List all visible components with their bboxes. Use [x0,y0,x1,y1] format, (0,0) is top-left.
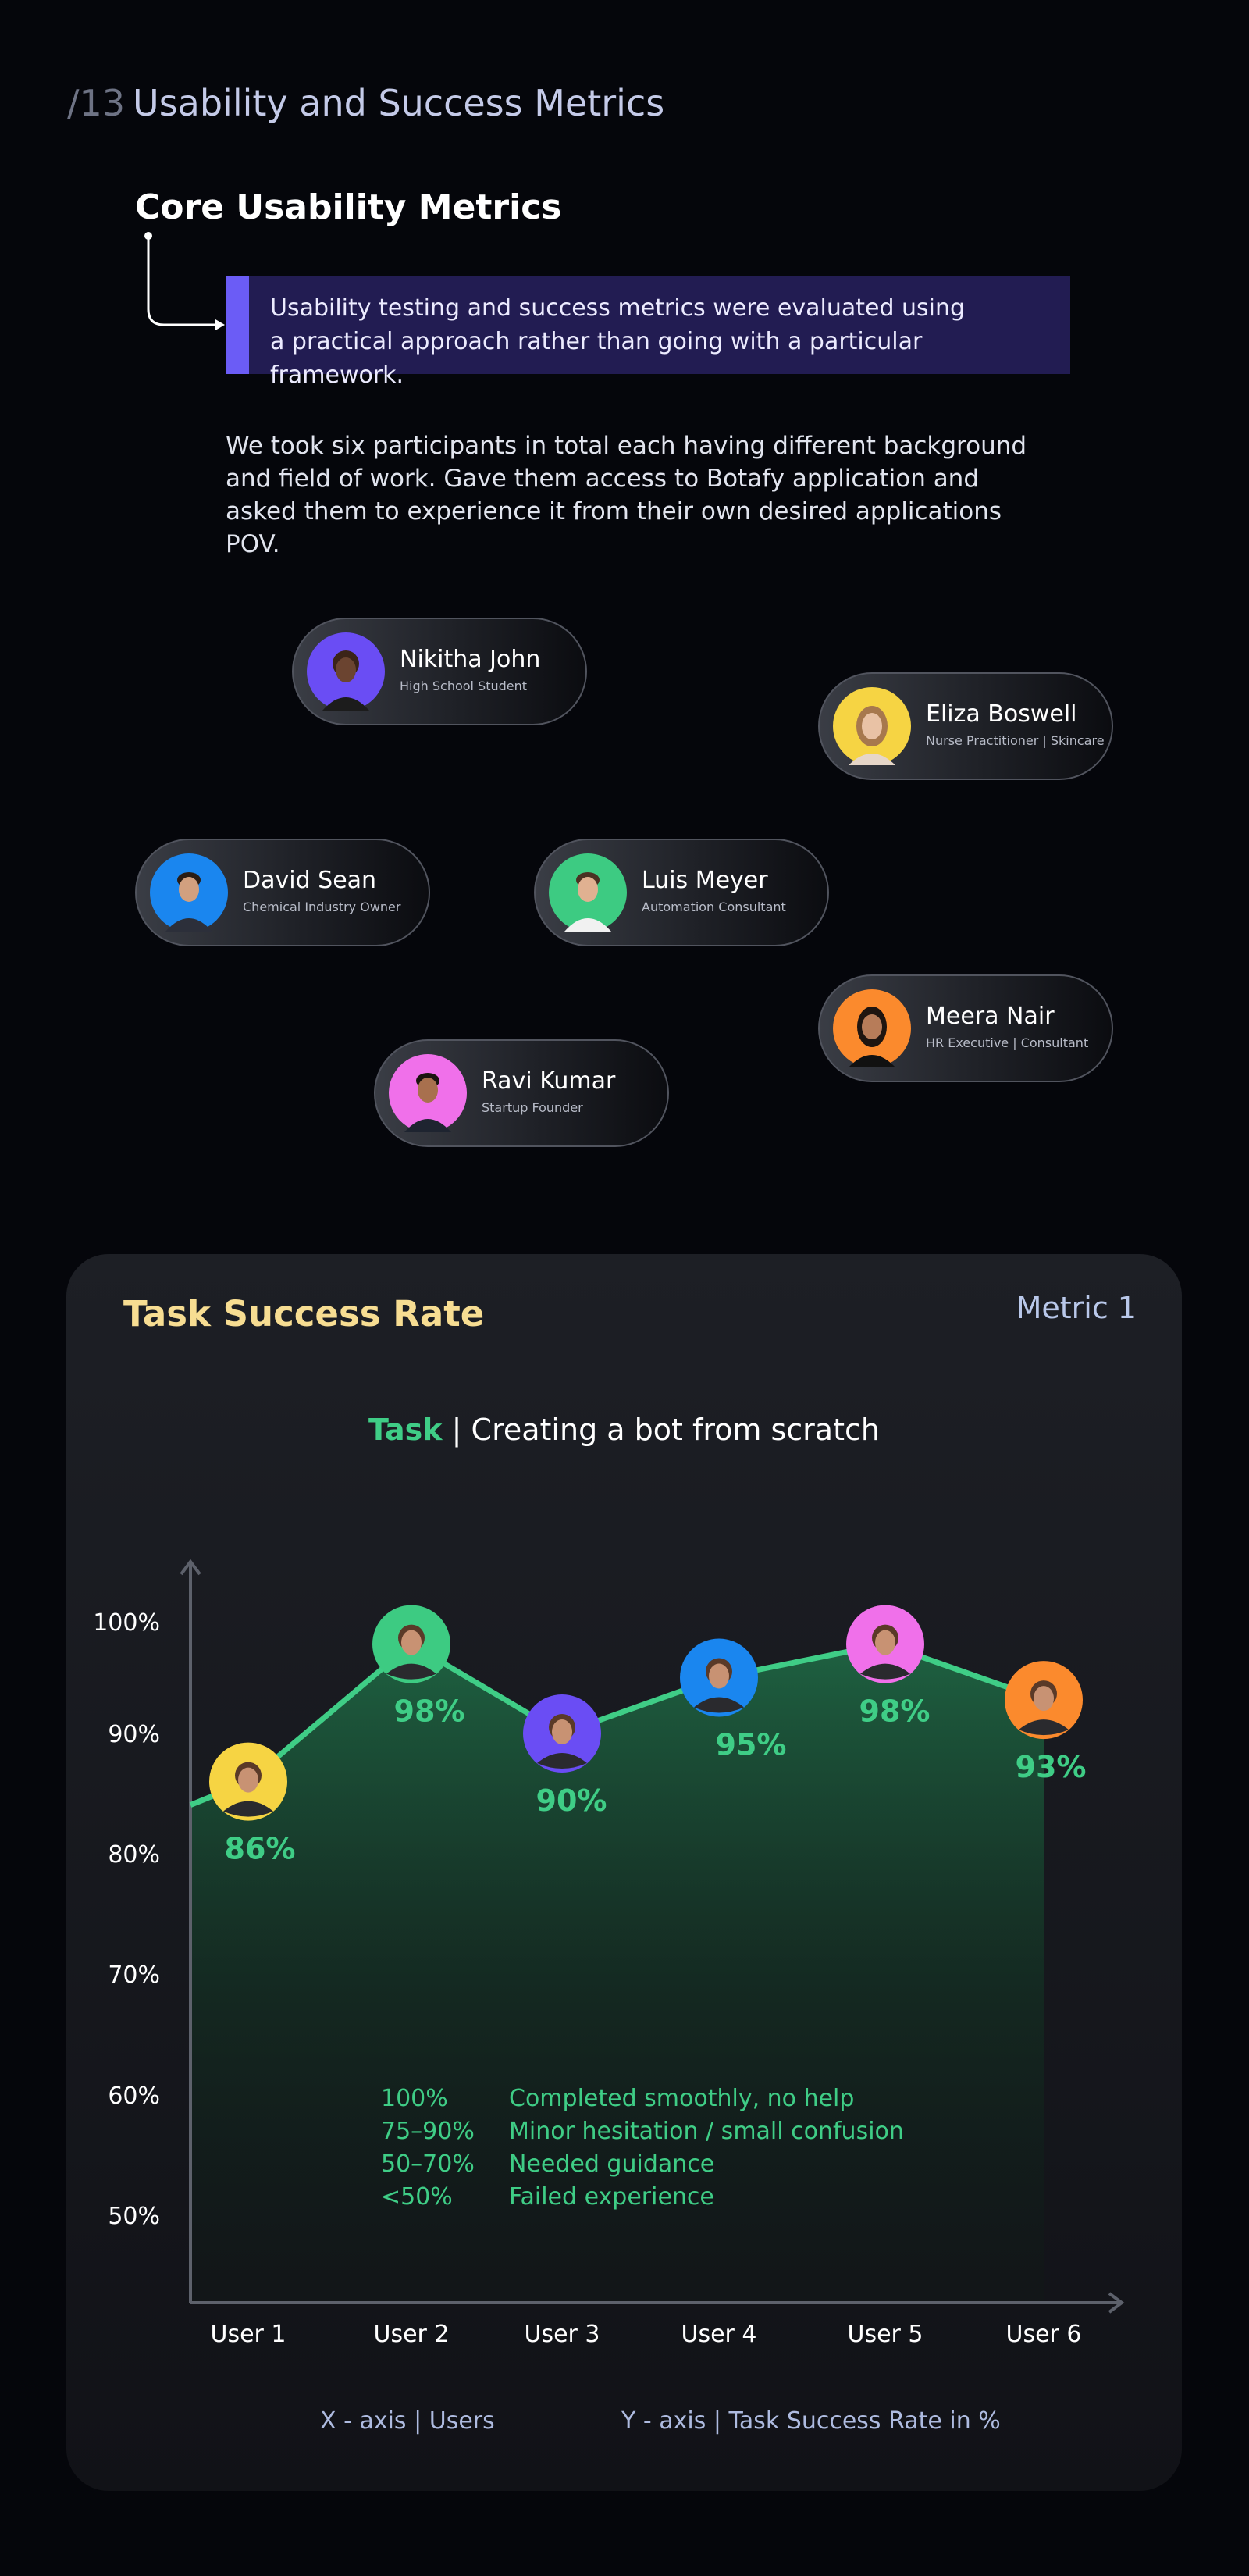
participant-name: Ravi Kumar [482,1067,616,1095]
connector-arrow-icon [144,232,225,330]
task-description: Task | Creating a bot from scratch [66,1413,1182,1447]
data-point [372,1605,450,1683]
callout-accent-bar [226,276,249,374]
task-label: Task [368,1413,443,1447]
person-avatar-icon [150,853,228,932]
avatar-face-icon [552,1719,572,1744]
data-label: 90% [536,1783,607,1818]
x-tick-label: User 1 [210,2321,286,2348]
y-tick-label: 70% [108,1961,160,1989]
y-tick-label: 60% [108,2083,160,2110]
participant-role: High School Student [400,679,528,693]
callout-line-2: a practical approach rather than going w… [270,328,923,389]
section-title: /13 Usability and Success Metrics [67,81,664,125]
y-axis-note: Y - axis | Task Success Rate in % [621,2407,1001,2435]
y-tick-label: 100% [93,1609,160,1637]
avatar-face-icon [401,1630,422,1655]
participant-pill: Luis Meyer Automation Consultant [534,839,829,946]
avatar-face-icon [875,1630,895,1655]
avatar-body-icon [386,1663,436,1680]
series-area [190,1644,1044,2303]
participant-name: David Sean [243,867,377,894]
section-name: Usability and Success Metrics [133,82,665,124]
legend: 100% Completed smoothly, no help 75–90% … [381,2083,904,2214]
person-avatar-icon [389,1054,467,1132]
y-tick-label: 50% [108,2203,160,2230]
participant-role: Automation Consultant [642,900,786,914]
task-text: | Creating a bot from scratch [442,1413,880,1447]
x-tick-label: User 3 [524,2321,600,2348]
avatar-body-icon [860,1663,910,1680]
avatar-body-icon [1019,1719,1069,1736]
avatar-face-icon [709,1663,729,1689]
participant-name: Meera Nair [926,1003,1055,1030]
x-tick-label: User 5 [847,2321,923,2348]
data-point [680,1638,758,1717]
participant-pill: Ravi Kumar Startup Founder [374,1039,669,1147]
legend-description: Failed experience [509,2183,714,2211]
legend-description: Needed guidance [509,2150,715,2178]
legend-row: 50–70% Needed guidance [381,2148,904,2181]
legend-range: 75–90% [381,2118,475,2145]
data-point [846,1605,924,1683]
legend-row: 75–90% Minor hesitation / small confusio… [381,2115,904,2148]
person-avatar-icon [833,687,911,765]
participant-pill: Eliza Boswell Nurse Practitioner | Skinc… [818,672,1113,780]
callout-text: Usability testing and success metrics we… [270,291,1059,392]
callout-box: Usability testing and success metrics we… [226,276,1070,389]
participant-name: Luis Meyer [642,867,768,894]
participant-pill: Nikitha John High School Student [292,618,587,725]
card-title: Task Success Rate [123,1293,485,1334]
task-success-card: Task Success Rate Metric 1 Task | Creati… [66,1254,1182,2491]
participant-pill: Meera Nair HR Executive | Consultant [818,974,1113,1082]
y-tick-label: 90% [108,1721,160,1748]
data-point [523,1694,601,1773]
legend-description: Completed smoothly, no help [509,2085,855,2112]
y-tick-label: 80% [108,1841,160,1869]
legend-range: <50% [381,2183,453,2211]
participant-role: Startup Founder [482,1100,583,1115]
participant-role: Nurse Practitioner | Skincare [926,733,1105,748]
x-tick-label: User 4 [681,2321,756,2348]
avatar-face-icon [238,1767,258,1793]
data-point [209,1742,287,1821]
data-label: 86% [225,1832,296,1866]
participant-name: Eliza Boswell [926,700,1077,728]
person-avatar-icon [833,989,911,1067]
participant-name: Nikitha John [400,646,541,673]
section-number: /13 [67,82,126,124]
person-avatar-icon [307,632,385,711]
data-point [1005,1661,1083,1740]
person-avatar-icon [549,853,627,932]
participant-pill: David Sean Chemical Industry Owner [135,839,430,946]
legend-range: 50–70% [381,2150,475,2178]
task-success-chart: 100% 90% 80% 70% 60% 50% User 1 User 2 User 3 Use… [93,1559,1125,2348]
data-label: 98% [394,1694,465,1729]
legend-row: <50% Failed experience [381,2181,904,2214]
participant-role: HR Executive | Consultant [926,1035,1089,1050]
data-label: 98% [859,1694,931,1729]
data-label: 93% [1016,1750,1087,1784]
legend-description: Minor hesitation / small confusion [509,2118,904,2145]
x-axis-arrow-icon [1108,2292,1125,2314]
y-axis-arrow-icon [180,1559,201,1576]
legend-row: 100% Completed smoothly, no help [381,2083,904,2115]
avatar-body-icon [223,1801,273,1817]
avatar-face-icon [1034,1686,1054,1712]
data-label: 95% [716,1728,787,1762]
intro-paragraph: We took six participants in total each h… [226,432,1027,558]
x-axis-note: X - axis | Users [320,2407,495,2435]
avatar-body-icon [537,1753,587,1769]
metric-label: Metric 1 [1016,1291,1137,1325]
callout-line-1: Usability testing and success metrics we… [270,294,966,322]
legend-range: 100% [381,2085,448,2112]
avatar-body-icon [694,1697,744,1713]
x-tick-label: User 2 [373,2321,449,2348]
core-metrics-heading: Core Usability Metrics [135,187,562,227]
participant-role: Chemical Industry Owner [243,900,401,914]
x-tick-label: User 6 [1005,2321,1081,2348]
